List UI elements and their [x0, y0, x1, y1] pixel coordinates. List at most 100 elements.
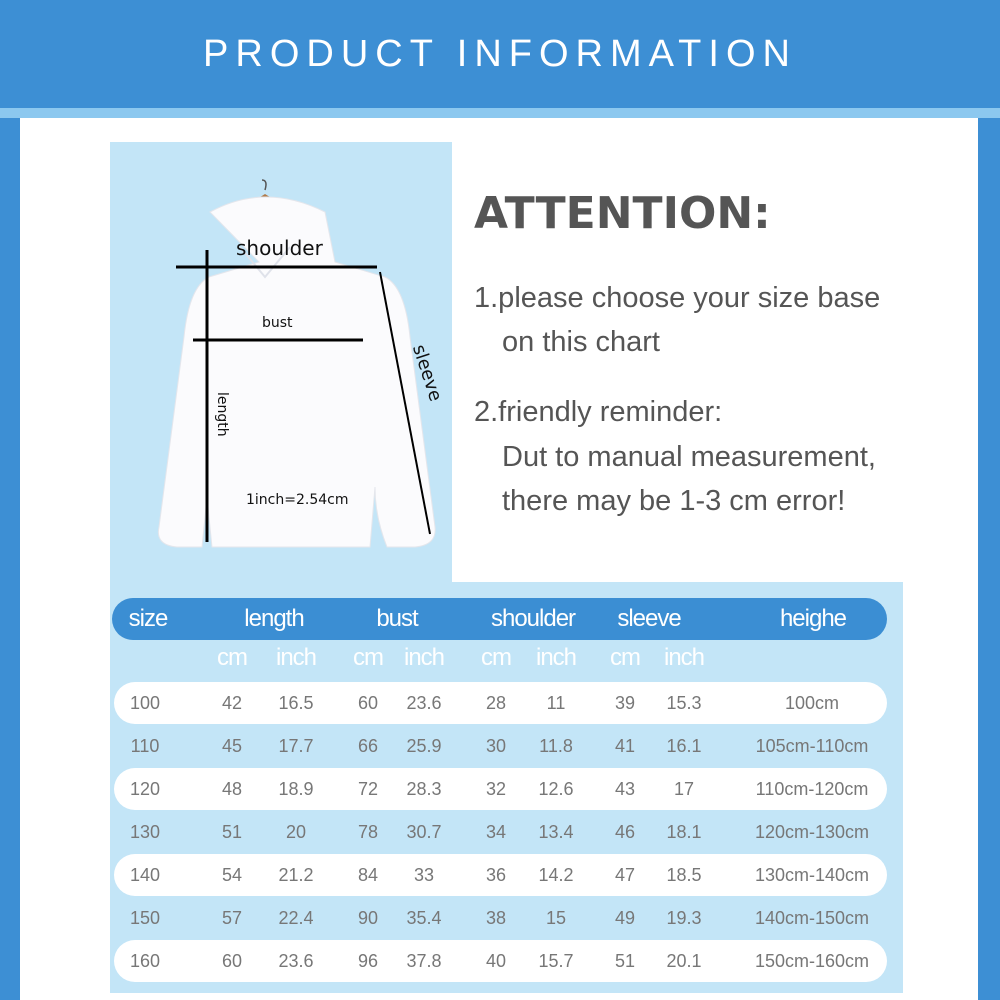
note-1-cont: on this chart: [502, 326, 660, 358]
divider: [0, 108, 1000, 118]
table-cell: 23.6: [278, 951, 314, 971]
unit-label: cm: [610, 644, 641, 671]
table-cell: 37.8: [406, 951, 442, 971]
table-cell: 130cm-140cm: [754, 865, 870, 885]
table-cell: 16.5: [278, 693, 314, 713]
table-cell: 49: [614, 908, 636, 928]
table-cell: 57: [221, 908, 243, 928]
table-cell: 140: [129, 865, 161, 885]
column-header: heighe: [779, 605, 847, 632]
table-cell: 30: [485, 736, 507, 756]
table-cell: 42: [221, 693, 243, 713]
table-cell: 100cm: [784, 693, 840, 713]
table-cell: 39: [614, 693, 636, 713]
unit-label: inch: [663, 644, 705, 671]
table-cell: 11.8: [539, 736, 573, 756]
table-row: 150 57 22.4 90 35.4 38 15 49 19.3 140cm-150cm: [114, 897, 887, 939]
hoodie-diagram: shoulder bust length sleeve 1inch=2.54cm: [110, 142, 452, 582]
unit-label: cm: [353, 644, 384, 671]
note-2-cont: Dut to manual measurement,: [502, 441, 876, 473]
table-cell: 41: [614, 736, 636, 756]
note-1: 1.please choose your size base: [474, 282, 881, 314]
table-cell: 110cm-120cm: [755, 779, 869, 799]
table-cell: 12.6: [538, 779, 574, 799]
table-cell: 20.1: [666, 951, 702, 971]
table-cell: 100: [129, 693, 161, 713]
table-row: 130 51 20 78 30.7 34 13.4 46 18.1 120cm-130cm: [114, 811, 887, 853]
unit-label: cm: [217, 644, 248, 671]
table-cell: 15.7: [538, 951, 574, 971]
table-cell: 160: [129, 951, 161, 971]
table-cell: 18.1: [666, 822, 702, 842]
size-chart-header: size length bust shoulder sleeve heighe: [112, 598, 887, 640]
table-cell: 15.3: [666, 693, 702, 713]
length-label: length: [214, 392, 230, 437]
table-cell: 43: [614, 779, 636, 799]
table-cell: 28.3: [406, 779, 442, 799]
table-cell: 34: [485, 822, 507, 842]
table-cell: 17: [673, 779, 695, 799]
table-cell: 17.7: [278, 736, 314, 756]
bust-label: bust: [262, 315, 293, 331]
table-cell: 16.1: [666, 736, 702, 756]
table-cell: 32: [485, 779, 507, 799]
table-cell: 35.4: [406, 908, 442, 928]
table-cell: 15: [545, 908, 567, 928]
note-2-cont2: there may be 1-3 cm error!: [502, 485, 846, 517]
table-row: 120 48 18.9 72 28.3 32 12.6 43 17 110cm-120cm: [114, 768, 887, 810]
column-header: shoulder: [490, 605, 576, 632]
table-cell: 51: [221, 822, 243, 842]
column-header: length: [244, 605, 304, 632]
hoodie-image: [157, 179, 436, 548]
table-cell: 66: [357, 736, 379, 756]
table-cell: 96: [357, 951, 379, 971]
page-title: PRODUCT INFORMATION: [0, 0, 1000, 108]
table-cell: 36: [485, 865, 507, 885]
table-cell: 38: [485, 908, 507, 928]
table-cell: 46: [614, 822, 636, 842]
table-cell: 120: [129, 779, 161, 799]
unit-label: cm: [481, 644, 512, 671]
attention-heading: ATTENTION:: [474, 188, 771, 239]
unit-label: inch: [403, 644, 445, 671]
table-cell: 51: [614, 951, 636, 971]
unit-label: inch: [275, 644, 317, 671]
table-cell: 11: [546, 693, 566, 713]
table-row: 140 54 21.2 84 33 36 14.2 47 18.5 130cm-140cm: [114, 854, 887, 896]
table-row: 160 60 23.6 96 37.8 40 15.7 51 20.1 150cm-160cm: [114, 940, 887, 982]
table-cell: 30.7: [406, 822, 442, 842]
table-cell: 18.9: [278, 779, 314, 799]
table-row: 110 45 17.7 66 25.9 30 11.8 41 16.1 105cm-110cm: [114, 725, 887, 767]
table-cell: 78: [357, 822, 379, 842]
column-header: sleeve: [617, 605, 681, 632]
table-cell: 33: [413, 865, 435, 885]
table-cell: 25.9: [406, 736, 442, 756]
table-cell: 18.5: [666, 865, 702, 885]
table-row: 100 42 16.5 60 23.6 28 11 39 15.3 100cm: [114, 682, 887, 724]
table-cell: 19.3: [666, 908, 702, 928]
table-cell: 13.4: [538, 822, 574, 842]
table-cell: 45: [221, 736, 243, 756]
table-cell: 150cm-160cm: [754, 951, 870, 971]
size-chart: size length bust shoulder sleeve heighe cm inc…: [110, 582, 903, 993]
table-cell: 21.2: [278, 865, 314, 885]
table-cell: 72: [357, 779, 379, 799]
table-cell: 22.4: [278, 908, 314, 928]
table-cell: 47: [614, 865, 636, 885]
table-cell: 28: [485, 693, 507, 713]
note-2: 2.friendly reminder:: [474, 396, 723, 428]
table-cell: 84: [357, 865, 379, 885]
table-cell: 60: [357, 693, 379, 713]
table-cell: 150: [129, 908, 161, 928]
table-cell: 105cm-110cm: [755, 736, 869, 756]
table-cell: 54: [221, 865, 243, 885]
table-cell: 110: [130, 736, 160, 756]
table-cell: 20: [285, 822, 307, 842]
table-cell: 140cm-150cm: [754, 908, 870, 928]
conversion-label: 1inch=2.54cm: [246, 492, 349, 508]
column-header: size: [128, 605, 169, 632]
table-cell: 60: [221, 951, 243, 971]
column-header: bust: [376, 605, 418, 632]
table-cell: 120cm-130cm: [754, 822, 870, 842]
table-cell: 14.2: [538, 865, 574, 885]
